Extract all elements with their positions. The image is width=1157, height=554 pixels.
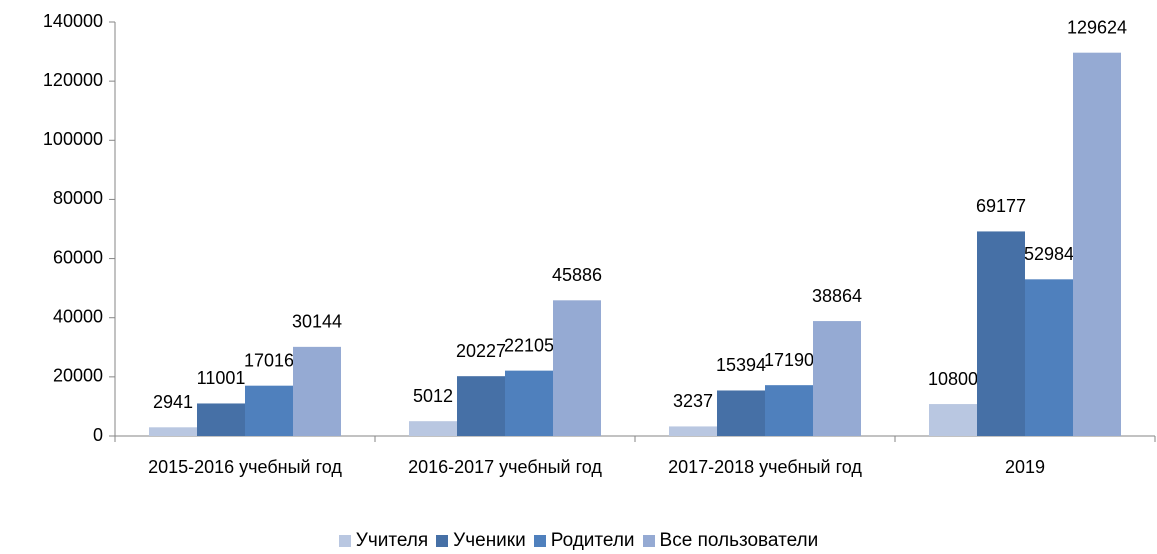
bar — [977, 231, 1025, 436]
bar — [765, 385, 813, 436]
bar — [553, 300, 601, 436]
bar — [457, 376, 505, 436]
value-label: 5012 — [413, 386, 453, 406]
value-label: 69177 — [976, 196, 1026, 216]
y-tick-label: 120000 — [43, 70, 103, 90]
legend-label: Все пользователи — [659, 530, 819, 551]
bar — [245, 385, 293, 436]
y-tick-label: 0 — [93, 425, 103, 445]
value-label: 3237 — [673, 391, 713, 411]
value-label: 17016 — [244, 350, 294, 370]
value-label: 20227 — [456, 341, 506, 361]
value-label: 45886 — [552, 265, 602, 285]
value-label: 2941 — [153, 392, 193, 412]
legend-item: Ученики — [436, 530, 526, 552]
y-tick-label: 40000 — [53, 306, 103, 326]
y-tick-label: 80000 — [53, 188, 103, 208]
x-tick-label: 2016-2017 учебный год — [408, 457, 602, 477]
legend-item: Родители — [533, 530, 635, 552]
bar — [409, 421, 457, 436]
value-label: 38864 — [812, 286, 862, 306]
value-label: 10800 — [928, 369, 978, 389]
bar — [929, 404, 977, 436]
value-label: 52984 — [1024, 244, 1074, 264]
y-tick-label: 60000 — [53, 247, 103, 267]
legend-swatch — [642, 535, 655, 547]
plot: 0 20000 40000 60000 80000 100000 120000 140000 2… — [43, 11, 1156, 445]
bar — [149, 427, 197, 436]
bar — [1025, 279, 1073, 436]
value-label: 22105 — [504, 335, 554, 355]
legend-item: Учителя — [338, 530, 429, 552]
legend-label: Ученики — [453, 530, 526, 551]
x-tick-label: 2017-2018 учебный год — [668, 457, 862, 477]
legend-label: Родители — [550, 530, 635, 551]
value-label: 11001 — [197, 368, 246, 388]
legend: Учителя Ученики Родители Все пользователи — [0, 530, 1157, 552]
legend-swatch — [436, 535, 449, 547]
x-tick-label: 2019 — [1004, 457, 1046, 477]
bar — [293, 346, 341, 436]
value-label: 129624 — [1067, 17, 1127, 37]
value-label: 15394 — [716, 355, 766, 375]
y-tick-label: 100000 — [43, 129, 103, 149]
legend-item: Все пользователи — [642, 530, 819, 552]
legend-swatch — [338, 535, 351, 547]
bar — [717, 390, 765, 436]
value-label: 30144 — [292, 312, 342, 332]
bar — [813, 321, 861, 436]
y-tick-label: 20000 — [53, 366, 103, 386]
bar — [1073, 52, 1121, 436]
bar — [669, 426, 717, 436]
value-label: 17190 — [764, 350, 814, 370]
bar — [505, 370, 553, 436]
bar — [197, 403, 245, 436]
y-tick-label: 140000 — [43, 11, 103, 31]
x-tick-label: 2015-2016 учебный год — [148, 457, 342, 477]
legend-swatch — [533, 535, 546, 547]
legend-label: Учителя — [355, 530, 429, 551]
